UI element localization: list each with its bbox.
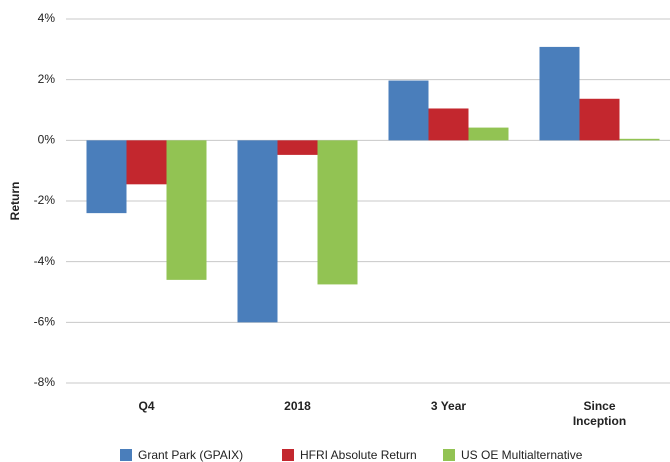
y-tick-label: -2%	[34, 193, 56, 207]
y-tick-label: -4%	[34, 254, 56, 268]
bar	[277, 140, 318, 155]
y-tick-label: -6%	[34, 315, 56, 329]
bar	[86, 140, 127, 214]
bar	[468, 127, 509, 141]
legend-swatch	[120, 449, 132, 461]
y-tick-label: -8%	[34, 375, 56, 389]
bar	[619, 138, 660, 141]
y-tick-label: 2%	[38, 72, 56, 86]
y-tick-label: 0%	[38, 133, 56, 147]
x-tick-label: Since Inception	[572, 399, 627, 428]
bar	[539, 46, 580, 141]
bar	[388, 80, 429, 141]
y-tick-label: 4%	[38, 11, 56, 25]
legend-label: Grant Park (GPAIX)	[138, 448, 243, 462]
bar	[237, 140, 278, 323]
x-tick-label: 3 Year	[430, 399, 467, 413]
bar	[166, 140, 207, 280]
legend-swatch	[282, 449, 294, 461]
legend-swatch	[443, 449, 455, 461]
x-tick-label: Q4	[138, 399, 155, 413]
bar	[579, 98, 620, 141]
bar	[317, 140, 358, 285]
legend-label: HFRI Absolute Return	[300, 448, 417, 462]
bar	[428, 108, 469, 141]
bar	[126, 140, 167, 185]
legend-label: US OE Multialternative	[461, 448, 583, 462]
x-tick-label: 2018	[284, 399, 311, 413]
y-axis-label: Return	[8, 182, 22, 221]
